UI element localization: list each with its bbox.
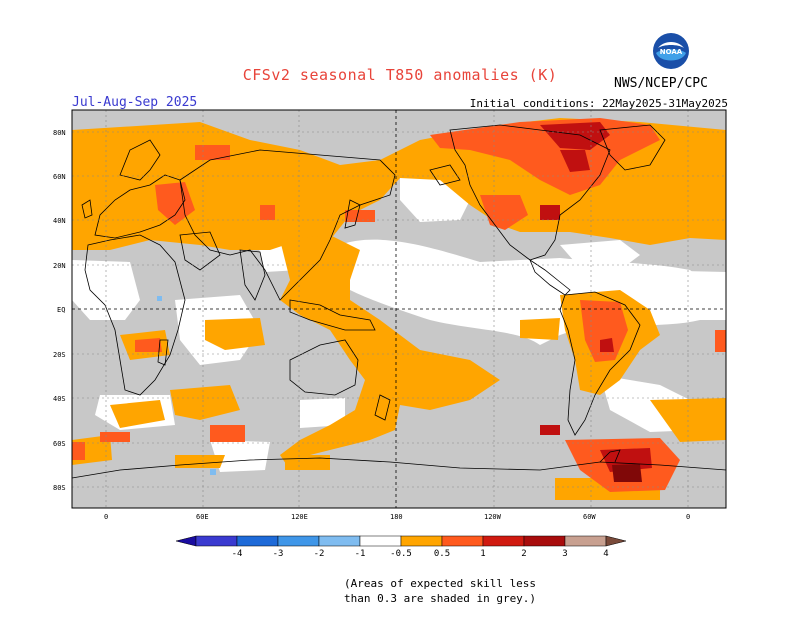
map-title: CFSv2 seasonal T850 anomalies (K): [242, 66, 558, 84]
lon-tick: 60E: [196, 513, 209, 521]
colorbar-label: -2: [314, 549, 325, 559]
lat-tick: 20N: [53, 262, 66, 270]
lat-tick: EQ: [57, 306, 65, 314]
colorbar-segment: [523, 535, 566, 547]
lat-tick-labels: 80N 60N 40N 20N EQ 20S 40S 60S 80S: [53, 129, 66, 492]
lon-tick: 120W: [484, 513, 502, 521]
skill-note: (Areas of expected skill less than 0.3 a…: [344, 576, 536, 606]
colorbar-segment: [277, 535, 320, 547]
skill-note-line1: (Areas of expected skill less: [344, 577, 537, 590]
lat-tick: 80S: [53, 484, 66, 492]
colorbar-label: 0.5: [434, 549, 450, 559]
colorbar-segment: [564, 535, 607, 547]
lon-tick: 60W: [583, 513, 596, 521]
lat-tick: 20S: [53, 351, 66, 359]
colorbar-label: -0.5: [390, 549, 412, 559]
lon-tick: 0: [104, 513, 108, 521]
agency-label: NWS/NCEP/CPC: [614, 76, 708, 91]
colorbar: -4 -3 -2 -1 -0.5 0.5 1 2 3 4: [175, 535, 627, 559]
coastlines: [72, 124, 726, 479]
lat-tick: 60N: [53, 173, 66, 181]
colorbar-segment: [236, 535, 279, 547]
lon-tick-labels: 0 60E 120E 180 120W 60W 0: [104, 513, 690, 521]
colorbar-segment: [359, 535, 402, 547]
colorbar-label: 4: [603, 549, 608, 559]
lat-tick: 40S: [53, 395, 66, 403]
colorbar-segment: [400, 535, 443, 547]
lat-tick: 40N: [53, 217, 66, 225]
logo-text: NOAA: [660, 48, 683, 56]
colorbar-label: 3: [562, 549, 567, 559]
colorbar-segment: [482, 535, 525, 547]
lon-tick: 120E: [291, 513, 308, 521]
lon-tick: 180: [390, 513, 403, 521]
anomaly-1-2-regions: [72, 118, 726, 492]
forecast-period: Jul-Aug-Sep 2025: [72, 95, 198, 110]
colorbar-label: -4: [232, 549, 243, 559]
colorbar-label: 1: [480, 549, 485, 559]
skill-note-line2: than 0.3 are shaded in grey.): [344, 592, 537, 605]
colorbar-arrow-left: [175, 535, 197, 547]
colorbar-arrow-right: [605, 535, 627, 547]
negative-anomaly-spot: [210, 469, 216, 475]
colorbar-label: -1: [355, 549, 366, 559]
negative-anomaly-spot-2: [157, 296, 162, 301]
colorbar-label: 2: [521, 549, 526, 559]
lat-tick: 60S: [53, 440, 66, 448]
initial-conditions: Initial conditions: 22May2025-31May2025: [469, 97, 728, 110]
colorbar-segment: [318, 535, 361, 547]
anomaly-3-4-region: [612, 464, 642, 482]
colorbar-segment: [195, 535, 238, 547]
map-frame: [71, 109, 727, 509]
lat-tick: 80N: [53, 129, 66, 137]
colorbar-segment: [441, 535, 484, 547]
graticule: [72, 110, 726, 508]
noaa-logo: NOAA: [653, 33, 689, 69]
colorbar-label: -3: [273, 549, 284, 559]
lon-tick: 0: [686, 513, 690, 521]
